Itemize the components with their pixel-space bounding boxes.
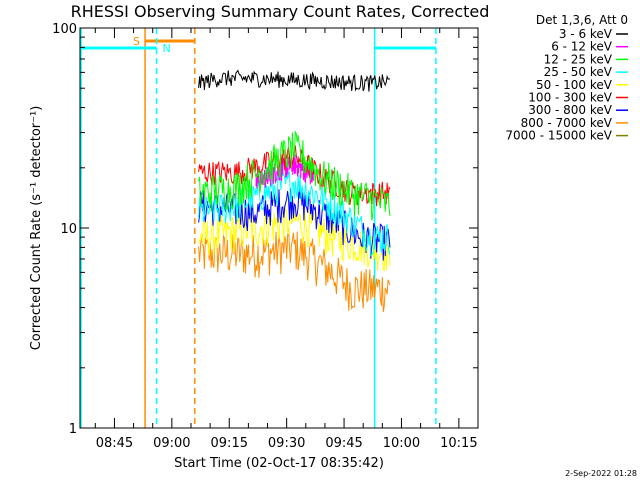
saa-label: S: [133, 35, 140, 48]
y-tick-label: 1: [69, 422, 77, 437]
series-trace: [198, 203, 391, 272]
series-50-100keV: [198, 203, 391, 272]
legend-entry-label: 7000 - 15000 keV: [505, 129, 612, 143]
legend-entry-label: 3 - 6 keV: [559, 27, 613, 41]
series-trace: [198, 171, 391, 257]
series-800-7000keV: [198, 228, 391, 313]
x-tick-label: 09:45: [325, 436, 362, 451]
x-tick-label: 10:15: [440, 436, 477, 451]
footer-date: 2-Sep-2022 01:28: [565, 469, 637, 478]
series-12-25keV: [198, 129, 391, 221]
y-tick-label: 10: [60, 222, 77, 237]
series-3-6keV: [198, 69, 391, 92]
legend-entry-label: 12 - 25 keV: [544, 52, 613, 66]
legend-entry-label: 100 - 300 keV: [528, 91, 612, 105]
series-trace: [198, 69, 391, 92]
x-tick-label: 08:45: [96, 436, 133, 451]
series-trace: [198, 185, 391, 261]
x-tick-label: 09:15: [211, 436, 248, 451]
x-tick-label: 10:00: [383, 436, 420, 451]
series-25-50keV: [198, 171, 391, 257]
x-tick-label: 09:30: [268, 436, 305, 451]
legend-header: Det 1,3,6, Att 0: [536, 13, 628, 27]
x-tick-label: 09:00: [153, 436, 190, 451]
chart-title: RHESSI Observing Summary Count Rates, Co…: [71, 2, 490, 21]
x-axis-label: Start Time (02-Oct-17 08:35:42): [174, 456, 384, 471]
series-trace: [198, 129, 391, 221]
series-trace: [198, 228, 391, 313]
series-300-800keV: [198, 185, 391, 261]
plot-area: SN: [80, 28, 437, 428]
x-axis: 08:45 09:00 09:15 09:30 09:45 10:00 10:15: [94, 28, 479, 451]
plot-frame: [79, 27, 479, 429]
y-tick-label: 100: [52, 22, 77, 37]
legend-entry-label: 800 - 7000 keV: [521, 116, 613, 130]
legend-entry-label: 6 - 12 keV: [551, 40, 613, 54]
night-label: N: [163, 42, 171, 55]
legend-entry-label: 25 - 50 keV: [544, 65, 613, 79]
legend-entry-label: 50 - 100 keV: [536, 78, 613, 92]
y-axis-label: Corrected Count Rate (s⁻¹ detector⁻¹): [29, 106, 44, 351]
legend-entry-label: 300 - 800 keV: [528, 103, 612, 117]
y-axis: 1 10 100: [52, 22, 478, 437]
